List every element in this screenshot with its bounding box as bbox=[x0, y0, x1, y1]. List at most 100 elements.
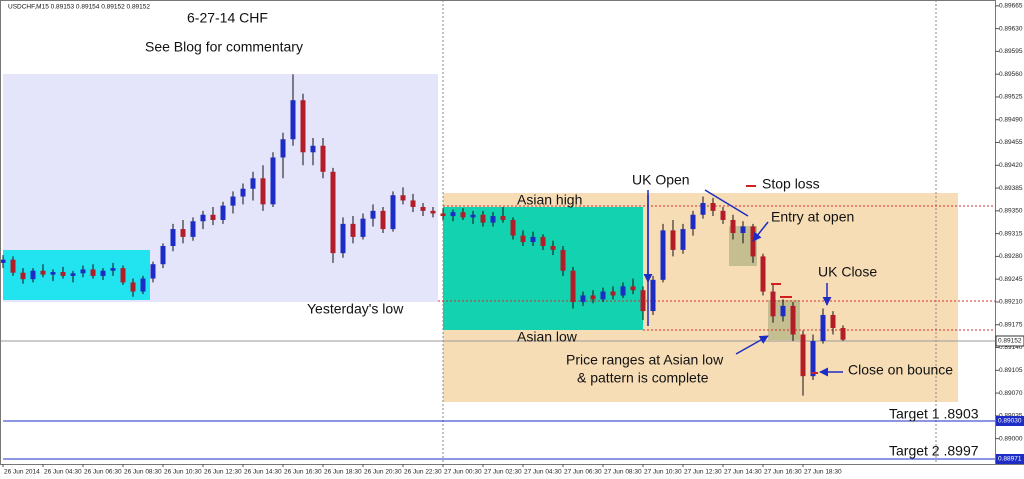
candle-body bbox=[0, 259, 6, 263]
y-axis: 0.89525 bbox=[995, 94, 1023, 101]
candle-body bbox=[70, 273, 76, 276]
y-tick-label: 0.89455 bbox=[999, 139, 1023, 146]
candle-body bbox=[80, 269, 86, 274]
candle-body bbox=[120, 268, 126, 283]
y-tick-label: 0.89210 bbox=[999, 299, 1023, 306]
candle-body bbox=[450, 212, 456, 217]
x-tick-label: 26 Jun 10:30 bbox=[164, 469, 202, 476]
y-tick-label: 0.89560 bbox=[999, 71, 1023, 78]
candle-body bbox=[480, 214, 486, 223]
candle-body bbox=[680, 229, 686, 250]
y-axis: 0.89105 bbox=[995, 367, 1023, 374]
x-tick-label: 26 Jun 22:30 bbox=[404, 469, 442, 476]
candle-body bbox=[310, 145, 316, 153]
annotation: & pattern is complete bbox=[577, 370, 709, 386]
candle-body bbox=[570, 270, 576, 302]
candle-body bbox=[580, 295, 586, 302]
asian-zone bbox=[443, 207, 643, 330]
candle-body bbox=[130, 282, 136, 292]
x-tick-label: 27 Jun 00:30 bbox=[444, 469, 482, 476]
annotation: Price ranges at Asian low bbox=[566, 352, 724, 368]
annotation: UK Close bbox=[818, 264, 877, 280]
candle-body bbox=[140, 278, 146, 292]
y-tick-label: 0.89140 bbox=[999, 344, 1023, 351]
y-axis: 0.89595 bbox=[995, 48, 1023, 55]
annotation: Entry at open bbox=[771, 209, 854, 225]
annotation: UK Open bbox=[632, 172, 690, 188]
candle-body bbox=[560, 249, 566, 271]
y-axis: 0.89420 bbox=[995, 162, 1023, 169]
y-tick-label: 0.89070 bbox=[999, 390, 1023, 397]
candle-body bbox=[720, 210, 726, 220]
candle-body bbox=[470, 214, 476, 218]
candle-body bbox=[430, 210, 436, 214]
y-tick-label: 0.89665 bbox=[999, 3, 1023, 10]
candle-body bbox=[100, 270, 106, 276]
candle-body bbox=[620, 286, 626, 296]
candle-body bbox=[810, 341, 816, 377]
x-tick-label: 27 Jun 10:30 bbox=[644, 469, 682, 476]
candle-body bbox=[380, 210, 386, 230]
candle-body bbox=[220, 205, 226, 220]
candle-body bbox=[760, 256, 766, 292]
candle-body bbox=[170, 229, 176, 246]
y-axis: 0.89385 bbox=[995, 185, 1023, 192]
candle-body bbox=[510, 219, 516, 236]
candle-body bbox=[550, 245, 556, 250]
y-axis: 0.89245 bbox=[995, 276, 1023, 283]
x-tick-label: 27 Jun 18:30 bbox=[804, 469, 842, 476]
candle-body bbox=[750, 226, 756, 257]
candle-body bbox=[10, 259, 16, 273]
candle-body bbox=[490, 216, 496, 223]
candle-body bbox=[530, 236, 536, 243]
y-axis: 0.89280 bbox=[995, 253, 1023, 260]
candle-body bbox=[670, 230, 676, 250]
title: 6-27-14 CHF bbox=[187, 10, 268, 26]
candle-body bbox=[360, 218, 366, 237]
candle-body bbox=[790, 305, 796, 335]
annotation: Close on bounce bbox=[848, 362, 953, 378]
candle-body bbox=[420, 206, 426, 211]
x-tick-label: 26 Jun 06:30 bbox=[84, 469, 122, 476]
annotation: Yesterday's low bbox=[307, 301, 404, 317]
y-axis: 0.89000 bbox=[995, 435, 1023, 442]
x-tick-label: 27 Jun 06:30 bbox=[564, 469, 602, 476]
candle-body bbox=[280, 139, 286, 158]
y-axis: 0.89490 bbox=[995, 116, 1023, 123]
y-tick-label: 0.89000 bbox=[999, 435, 1023, 442]
candle-body bbox=[650, 279, 656, 312]
candle-body bbox=[340, 223, 346, 254]
trend-line bbox=[704, 189, 749, 217]
candle-body bbox=[630, 286, 636, 291]
price-label: 0.89152 bbox=[998, 338, 1022, 345]
y-tick-label: 0.89350 bbox=[999, 208, 1023, 215]
zones bbox=[0, 0, 995, 464]
y-tick-label: 0.89175 bbox=[999, 321, 1023, 328]
candle-body bbox=[330, 171, 336, 254]
candle-body bbox=[200, 214, 206, 222]
candle-body bbox=[150, 264, 156, 279]
candle-body bbox=[730, 219, 736, 233]
axis-price-labels: 0.89152 0.89030 0.88971 bbox=[995, 335, 1024, 464]
candle-body bbox=[180, 229, 186, 237]
y-tick-label: 0.89315 bbox=[999, 230, 1023, 237]
candle-body bbox=[540, 236, 546, 246]
candle-body bbox=[640, 290, 646, 312]
candle-body bbox=[190, 221, 196, 237]
candle-body bbox=[600, 291, 606, 300]
y-tick-label: 0.89385 bbox=[999, 185, 1023, 192]
candle-body bbox=[160, 245, 166, 265]
candle-body bbox=[290, 100, 296, 140]
candle-body bbox=[460, 212, 466, 218]
candle-body bbox=[610, 291, 616, 296]
candle-body bbox=[800, 334, 806, 377]
candle-body bbox=[700, 203, 706, 215]
x-tick-label: 26 Jun 08:30 bbox=[124, 469, 162, 476]
y-tick-label: 0.89595 bbox=[999, 48, 1023, 55]
candle-body bbox=[60, 272, 66, 276]
x-tick-label: 26 Jun 18:30 bbox=[324, 469, 362, 476]
x-tick-label: 27 Jun 02:30 bbox=[484, 469, 522, 476]
price-label: 0.88971 bbox=[998, 456, 1022, 463]
candle-body bbox=[390, 195, 396, 230]
